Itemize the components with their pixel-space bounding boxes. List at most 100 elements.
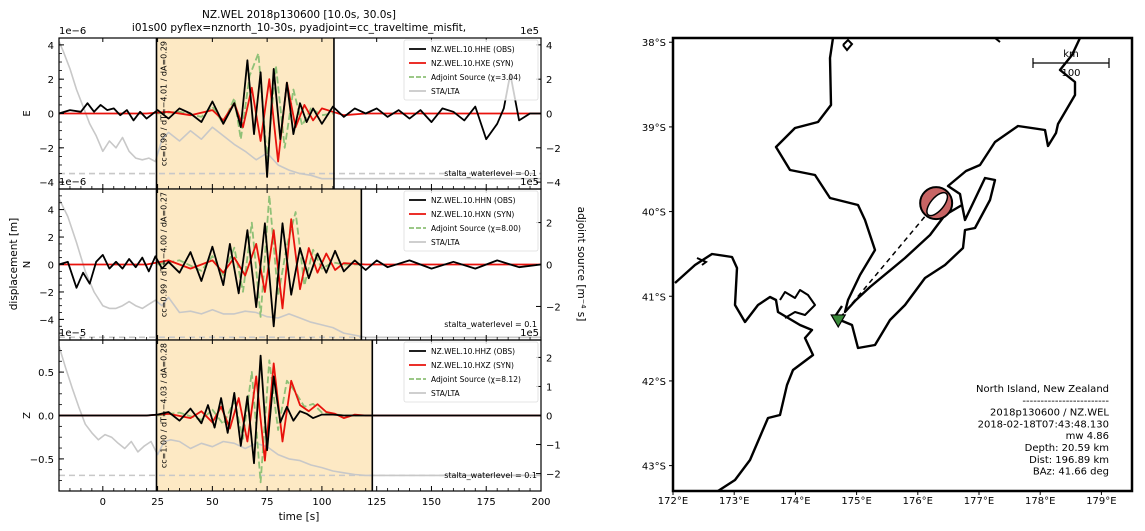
event-beachball [919,186,954,221]
coastlines [673,38,1082,491]
legend-label: STA/LTA [431,87,461,96]
window-shade [156,189,362,340]
series-line [59,354,541,465]
beachball-nodal [926,191,949,217]
legend-label: Adjoint Source (χ=8.00) [431,224,521,233]
panel-E: cc=0.99 / dT=−4.01 / dA=0.29 stalta_water… [22,26,561,190]
right-y-tick-label: 4 [546,41,552,52]
lon-tick-label: 177°E [964,496,994,507]
lon-tick-label: 173°E [719,496,749,507]
y-tick-label: 0.0 [38,412,54,423]
y-tick-label: 4 [48,41,54,52]
right-y-tick-label: 2 [546,353,552,364]
x-tick-label: 75 [261,497,274,508]
coastline-islet [842,38,854,52]
lon-tick-label: 174°E [780,496,810,507]
series-line [157,194,362,318]
figure-title: NZ.WEL 2018p130600 [10.0s, 30.0s] [202,9,396,21]
lat-tick-label: 38°S [642,38,666,49]
legend-label: Adjoint Source (χ=3.04) [431,73,521,82]
seismogram-panels: cc=0.99 / dT=−4.01 / dA=0.29 stalta_water… [22,26,561,508]
x-tick-label: 150 [422,497,441,508]
right-y-tick-label: 2 [546,75,552,86]
event-info-line: ------------------------ [1022,396,1109,407]
y-tick-label: 0 [48,261,54,272]
right-y-tick-label: −2 [546,144,561,155]
x-tick-label: 50 [206,497,219,508]
legend-box [403,190,539,252]
right-y-tick-label: 0 [546,261,552,272]
legend-label: NZ.WEL.10.HHZ (OBS) [431,347,515,356]
x-tick-label: 125 [367,497,386,508]
component-label: E [22,110,33,116]
station-map: 172°E 173°E 174°E 175°E 176°E 177°E 178°E 179°E… [642,36,1134,507]
series-line [59,41,541,180]
x-tick-label: 25 [151,497,164,508]
legend-label: Adjoint Source (χ=8.12) [431,375,521,384]
right-y-tick-label: 0 [546,412,552,423]
series-line [59,59,541,178]
lat-tick-label: 40°S [642,208,666,219]
legend: NZ.WEL.10.HHZ (OBS) NZ.WEL.10.HXZ (SYN) Ad… [403,341,539,403]
lat-tick-label: 42°S [642,377,666,388]
right-exponent-label: 1e5 [520,177,539,188]
y-axis-label-right: adjoint source [m⁻⁴ s] [575,207,587,322]
station-marker [830,314,847,329]
figure-subtitle: i01s00 pyflex=nznorth_10-30s, pyadjoint=… [132,22,466,34]
y-tick-label: 4 [48,206,54,217]
lat-tick-label: 39°S [642,123,666,134]
lon-tick-label: 179°E [1086,496,1116,507]
y-tick-label: 0.5 [38,368,54,379]
right-exponent-label: 1e5 [520,328,539,339]
lat-tick-label: 41°S [642,292,666,303]
x-axis-label: time [s] [279,511,320,523]
lon-tick-label: 176°E [903,496,933,507]
y-tick-label: −2 [39,288,54,299]
scale-bar-unit: km [1063,49,1079,60]
right-y-tick-label: 0 [546,110,552,121]
y-tick-label: 2 [48,233,54,244]
legend-label: NZ.WEL.10.HXE (SYN) [431,59,514,68]
event-info-line: 2018-02-18T07:43:48.130 [978,419,1109,430]
x-tick-label: 100 [312,497,331,508]
event-info: North Island, New Zealand---------------… [976,384,1109,478]
waterlevel-label: stalta_waterlevel = 0.1 [444,471,537,480]
legend: NZ.WEL.10.HHN (OBS) NZ.WEL.10.HXN (SYN) Ad… [403,190,539,252]
right-y-tick-label: 2 [546,219,552,230]
y-exponent-label: 1e−6 [59,177,86,188]
coastline-islet [696,257,708,266]
event-station-path [837,202,937,321]
y-tick-label: 0 [48,110,54,121]
coastline-south-island [674,252,815,491]
legend-label: STA/LTA [431,238,461,247]
event-info-line: North Island, New Zealand [976,384,1109,395]
window-label: cc=0.99 / dT=−4.00 / dA=0.27 [159,192,168,317]
event-info-line: Depth: 20.59 km [1025,443,1109,454]
lat-tick-label: 43°S [642,462,666,473]
y-tick-label: −4 [39,315,54,326]
scale-bar-value: 100 [1061,68,1080,79]
coastline-east-coast [832,176,997,350]
legend-label: NZ.WEL.10.HXN (SYN) [431,210,514,219]
x-tick-label: 175 [477,497,496,508]
legend-label: NZ.WEL.10.HHE (OBS) [431,45,515,54]
waterlevel-label: stalta_waterlevel = 0.1 [444,320,537,329]
component-label: Z [22,412,33,419]
right-exponent-label: 1e5 [520,26,539,37]
series-line [59,198,541,339]
coastline-sounds [779,289,816,319]
component-label: N [22,261,33,268]
plot-area [59,345,541,484]
legend-label: STA/LTA [431,389,461,398]
y-tick-label: −4 [39,178,54,189]
y-axis-label-left: displacement [m] [8,218,20,311]
right-y-tick-label: −1 [546,441,561,452]
lon-tick-label: 175°E [841,496,871,507]
event-info-line: 2018p130600 / NZ.WEL [990,408,1109,419]
y-tick-label: 2 [48,75,54,86]
map-frame [671,36,1134,493]
legend-box [403,39,539,101]
y-exponent-label: 1e−5 [59,328,86,339]
lon-tick-label: 178°E [1025,496,1055,507]
